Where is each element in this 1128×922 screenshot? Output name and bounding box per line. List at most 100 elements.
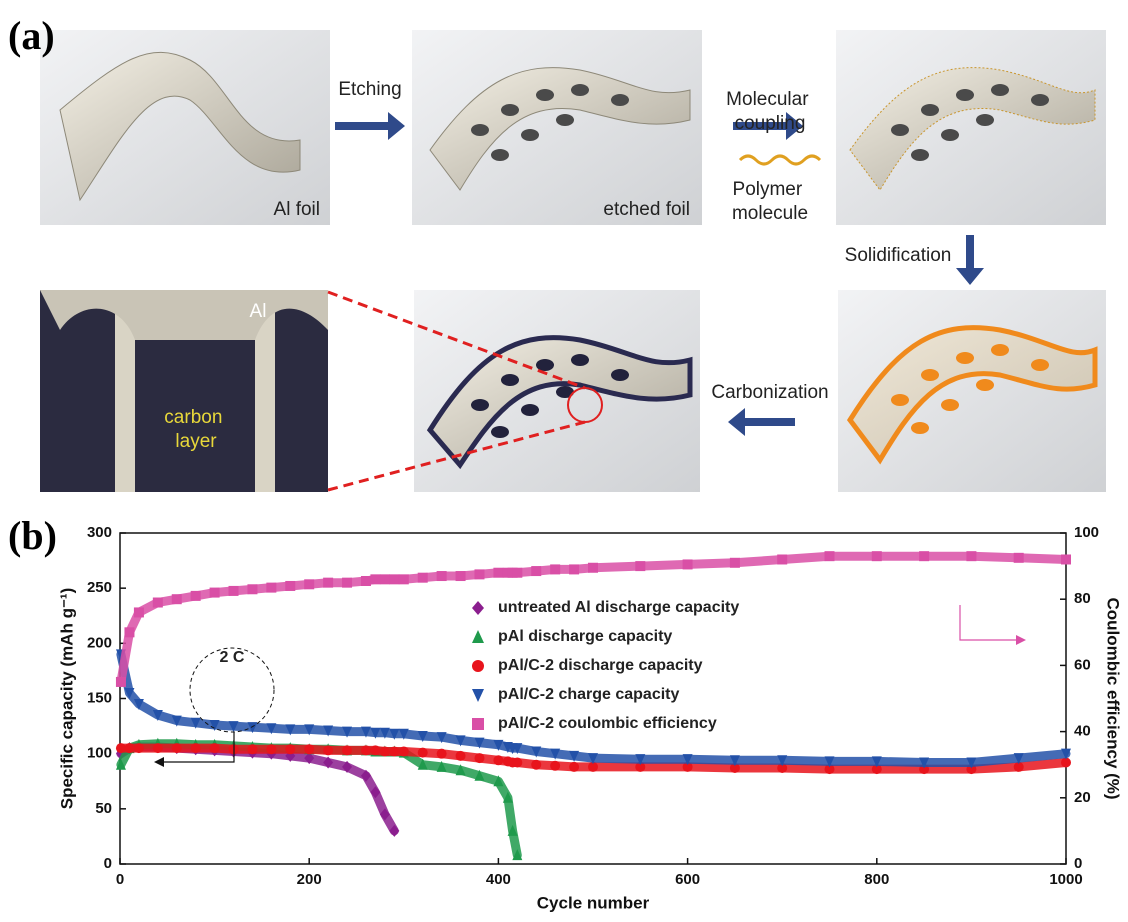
marker	[323, 578, 333, 588]
marker	[1061, 554, 1071, 564]
step-label: Solidification	[845, 245, 952, 266]
x-tick-label: 400	[486, 871, 511, 888]
marker	[437, 749, 447, 759]
marker	[512, 568, 522, 578]
marker	[966, 551, 976, 561]
y-tick-label: 150	[87, 689, 112, 706]
image-label: Al foil	[274, 199, 320, 220]
line: coupling	[735, 113, 806, 134]
y-tick-label: 300	[87, 524, 112, 541]
legend-label: pAl/C-2 coulombic efficiency	[498, 715, 717, 732]
y2-tick-label: 60	[1074, 656, 1091, 673]
marker	[304, 744, 314, 754]
x-tick-label: 0	[116, 871, 124, 888]
line: layer	[175, 431, 217, 452]
annotation: 2 C	[220, 649, 245, 666]
marker	[247, 584, 257, 594]
arrow	[728, 408, 795, 436]
marker	[472, 718, 484, 730]
marker	[472, 660, 484, 672]
x-axis-label: Cycle number	[537, 893, 650, 912]
marker	[323, 745, 333, 755]
y2-tick-label: 20	[1074, 789, 1091, 806]
schematic: (a) (b) Etching Molecular coupling Polym…	[8, 13, 1106, 558]
y-axis-label: Specific capacity (mAh g⁻¹)	[57, 588, 76, 810]
marker	[418, 573, 428, 583]
y2-tick-label: 40	[1074, 723, 1091, 740]
y2-axis-label: Coulombic efficiency (%)	[1104, 597, 1123, 799]
marker	[777, 554, 787, 564]
y-tick-label: 50	[95, 800, 112, 817]
line: Polymer	[733, 179, 803, 200]
marker	[474, 569, 484, 579]
marker	[172, 594, 182, 604]
marker	[456, 751, 466, 761]
x-tick-label: 200	[297, 871, 322, 888]
marker	[531, 566, 541, 576]
y2-tick-label: 80	[1074, 590, 1091, 607]
marker	[569, 762, 579, 772]
marker	[474, 753, 484, 763]
marker	[361, 576, 371, 586]
marker	[116, 677, 126, 687]
step-label: Molecular coupling	[726, 89, 814, 134]
marker	[550, 564, 560, 574]
marker	[399, 574, 409, 584]
arrow	[335, 112, 405, 140]
marker	[493, 568, 503, 578]
marker	[550, 761, 560, 771]
marker	[229, 586, 239, 596]
marker	[342, 578, 352, 588]
y-tick-label: 0	[104, 855, 112, 872]
marker	[730, 558, 740, 568]
marker	[418, 748, 428, 758]
marker	[493, 755, 503, 765]
line: carbon	[164, 407, 222, 428]
legend-label: pAl/C-2 discharge capacity	[498, 657, 703, 674]
polymer-icon	[740, 156, 820, 164]
marker	[285, 744, 295, 754]
marker	[456, 571, 466, 581]
x-tick-label: 1000	[1049, 871, 1082, 888]
marker	[210, 743, 220, 753]
panel-label: (b)	[8, 513, 57, 558]
marker	[342, 745, 352, 755]
marker	[683, 559, 693, 569]
legend-label: pAl/C-2 charge capacity	[498, 686, 680, 703]
marker	[124, 743, 134, 753]
y-tick-label: 200	[87, 634, 112, 651]
marker	[437, 571, 447, 581]
marker	[635, 561, 645, 571]
marker	[134, 607, 144, 617]
marker	[210, 588, 220, 598]
marker	[153, 743, 163, 753]
axis-arrow-head	[154, 757, 164, 767]
panel-label: (a)	[8, 13, 55, 58]
legend-label: pAl discharge capacity	[498, 628, 672, 645]
line: molecule	[732, 203, 808, 224]
marker	[134, 743, 144, 753]
marker	[370, 745, 380, 755]
marker	[399, 746, 409, 756]
marker	[191, 743, 201, 753]
step-label: Carbonization	[711, 382, 828, 403]
marker	[825, 551, 835, 561]
marker	[124, 627, 134, 637]
axis-arrow	[960, 605, 1018, 640]
marker	[531, 760, 541, 770]
y2-tick-label: 100	[1074, 524, 1099, 541]
line: Molecular	[726, 89, 809, 110]
step-label: Etching	[338, 79, 401, 100]
marker	[266, 744, 276, 754]
marker	[472, 689, 484, 702]
image-label: etched foil	[603, 199, 690, 220]
marker	[380, 574, 390, 584]
marker	[370, 574, 380, 584]
marker	[389, 746, 399, 756]
marker	[872, 551, 882, 561]
x-tick-label: 800	[864, 871, 889, 888]
image-label: Al	[250, 301, 267, 322]
marker	[361, 745, 371, 755]
y-tick-label: 100	[87, 745, 112, 762]
marker	[512, 757, 522, 767]
